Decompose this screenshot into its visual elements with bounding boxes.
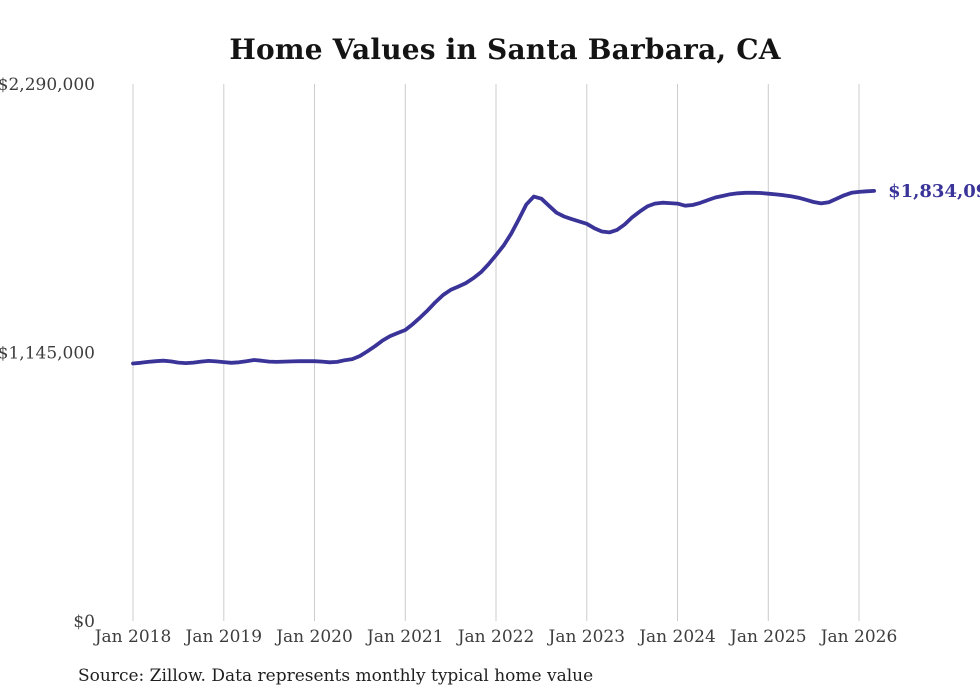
x-axis-tick-label: Jan 2018 bbox=[93, 627, 172, 647]
y-axis-tick-label: $1,145,000 bbox=[0, 344, 95, 364]
latest-value-label: $1,834,095 bbox=[888, 181, 980, 202]
source-note: Source: Zillow. Data represents monthly … bbox=[78, 666, 594, 686]
x-axis-tick-label: Jan 2026 bbox=[819, 627, 898, 647]
x-axis-tick-label: Jan 2024 bbox=[637, 627, 716, 647]
y-axis-tick-label: $0 bbox=[73, 612, 95, 632]
chart-title: Home Values in Santa Barbara, CA bbox=[229, 33, 781, 66]
x-axis-tick-label: Jan 2020 bbox=[274, 627, 353, 647]
x-axis-tick-label: Jan 2021 bbox=[365, 627, 444, 647]
x-axis-tick-label: Jan 2023 bbox=[547, 627, 626, 647]
x-axis-tick-label: Jan 2022 bbox=[456, 627, 535, 647]
y-axis-tick-label: $2,290,000 bbox=[0, 75, 95, 95]
home-value-line bbox=[131, 188, 876, 366]
x-axis-tick-label: Jan 2025 bbox=[728, 627, 807, 647]
x-axis-tick-label: Jan 2019 bbox=[184, 627, 263, 647]
